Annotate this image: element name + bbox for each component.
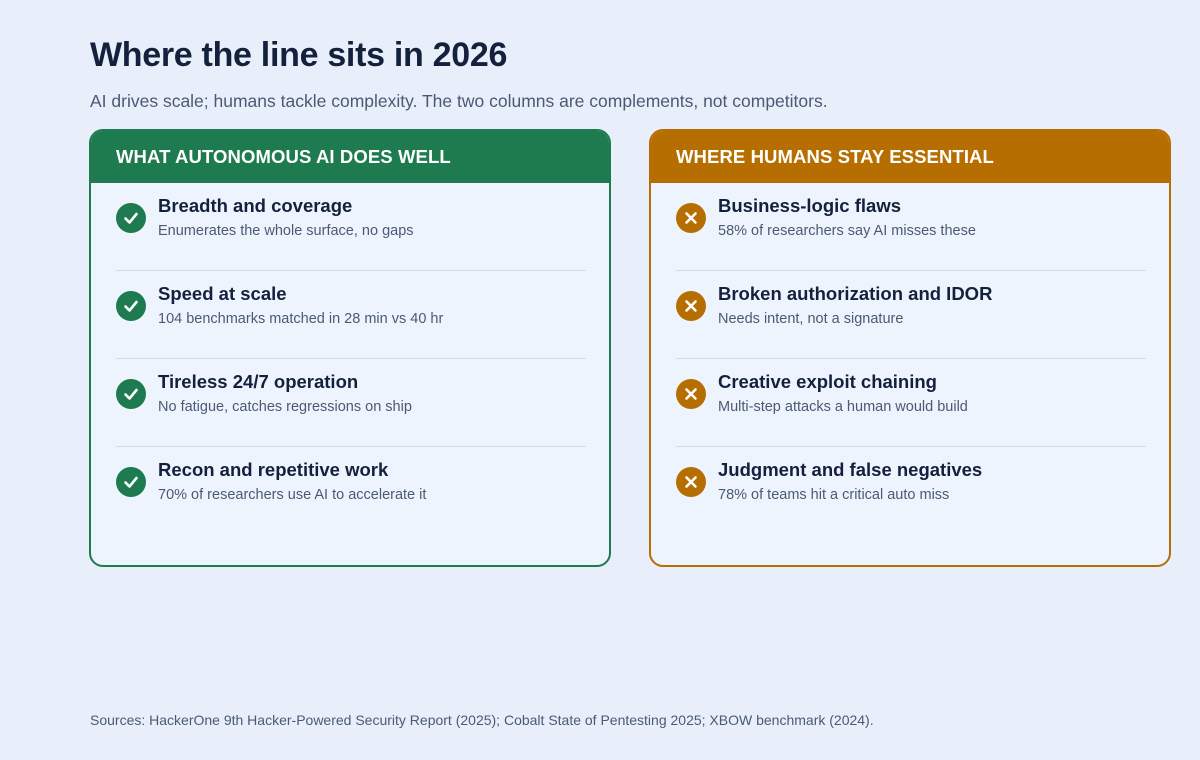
human-strength-item: Creative exploit chaining Multi-step att…	[676, 359, 1146, 447]
item-description: 58% of researchers say AI misses these	[718, 223, 976, 239]
human-strengths-heading: WHERE HUMANS STAY ESSENTIAL	[651, 131, 1169, 183]
item-title: Breadth and coverage	[158, 195, 353, 216]
divider	[676, 358, 1146, 359]
item-description: 78% of teams hit a critical auto miss	[718, 487, 950, 503]
check-icon	[116, 467, 146, 497]
item-description: 104 benchmarks matched in 28 min vs 40 h…	[158, 311, 444, 327]
ai-strength-item: Tireless 24/7 operation No fatigue, catc…	[116, 359, 586, 447]
x-icon	[676, 467, 706, 497]
item-description: No fatigue, catches regressions on ship	[158, 399, 412, 415]
page-subtitle: AI drives scale; humans tackle complexit…	[90, 91, 828, 111]
human-strength-item: Broken authorization and IDOR Needs inte…	[676, 271, 1146, 359]
x-icon	[676, 291, 706, 321]
sources-footnote: Sources: HackerOne 9th Hacker-Powered Se…	[90, 712, 874, 728]
item-title: Creative exploit chaining	[718, 371, 937, 392]
item-title: Recon and repetitive work	[158, 459, 389, 480]
item-title: Broken authorization and IDOR	[718, 283, 993, 304]
item-description: Needs intent, not a signature	[718, 311, 904, 327]
divider	[116, 270, 586, 271]
check-icon	[116, 379, 146, 409]
item-description: Multi-step attacks a human would build	[718, 399, 968, 415]
item-title: Judgment and false negatives	[718, 459, 983, 480]
human-strength-item: Business-logic flaws 58% of researchers …	[676, 183, 1146, 271]
item-title: Business-logic flaws	[718, 195, 901, 216]
divider	[116, 446, 586, 447]
item-description: 70% of researchers use AI to accelerate …	[158, 487, 427, 503]
check-icon	[116, 203, 146, 233]
item-title: Speed at scale	[158, 283, 287, 304]
check-icon	[116, 291, 146, 321]
human-strength-item: Judgment and false negatives 78% of team…	[676, 447, 1146, 535]
divider	[676, 270, 1146, 271]
ai-strength-item: Recon and repetitive work 70% of researc…	[116, 447, 586, 535]
human-strengths-card: WHERE HUMANS STAY ESSENTIAL Business-log…	[649, 129, 1171, 567]
x-icon	[676, 379, 706, 409]
divider	[116, 358, 586, 359]
x-icon	[676, 203, 706, 233]
ai-strengths-card: WHAT AUTONOMOUS AI DOES WELL Breadth and…	[89, 129, 611, 567]
page-title: Where the line sits in 2026	[90, 36, 508, 74]
ai-strength-item: Breadth and coverage Enumerates the whol…	[116, 183, 586, 271]
divider	[676, 446, 1146, 447]
ai-strength-item: Speed at scale 104 benchmarks matched in…	[116, 271, 586, 359]
ai-strengths-heading: WHAT AUTONOMOUS AI DOES WELL	[91, 131, 609, 183]
item-description: Enumerates the whole surface, no gaps	[158, 223, 414, 239]
item-title: Tireless 24/7 operation	[158, 371, 359, 392]
